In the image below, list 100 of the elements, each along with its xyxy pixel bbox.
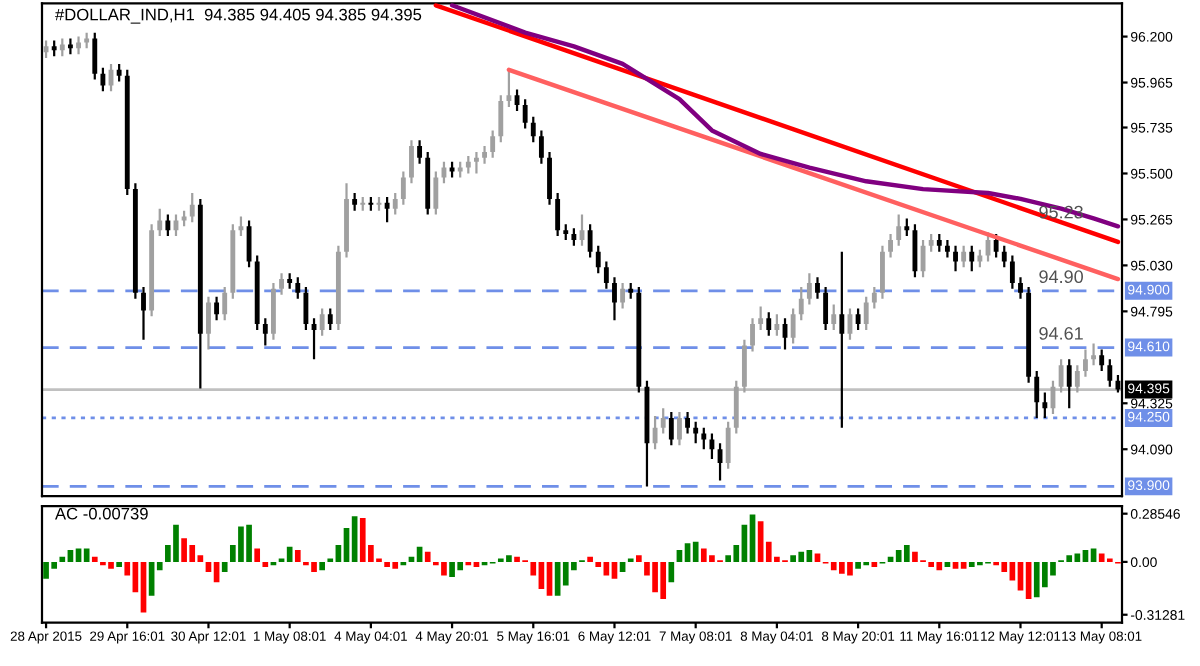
candlestick xyxy=(555,191,561,238)
bar xyxy=(43,561,49,579)
candlestick xyxy=(157,207,163,238)
candlestick xyxy=(1066,358,1072,410)
candlestick xyxy=(92,31,98,81)
bar xyxy=(652,561,658,593)
annotation: 94.90 xyxy=(1039,270,1083,284)
bar xyxy=(830,561,837,571)
candlestick xyxy=(392,191,398,216)
bar xyxy=(660,561,667,600)
bar xyxy=(319,561,325,571)
candlestick xyxy=(863,295,869,332)
bar xyxy=(668,561,675,583)
candlestick xyxy=(547,150,552,206)
bar xyxy=(441,561,447,576)
candlestick xyxy=(165,213,171,238)
bar xyxy=(968,561,975,567)
bar xyxy=(238,526,244,562)
candlestick xyxy=(758,305,764,332)
bar xyxy=(359,517,366,562)
bar xyxy=(286,546,293,562)
bar xyxy=(790,555,796,562)
candlestick xyxy=(498,94,504,144)
candlestick xyxy=(189,191,195,224)
bar xyxy=(221,561,228,573)
candlestick xyxy=(896,213,902,247)
candlestick xyxy=(270,281,276,341)
bar xyxy=(692,541,699,562)
chart-title: #DOLLAR_IND,H1 94.385 94.405 94.385 94.395 xyxy=(55,8,422,24)
candlestick xyxy=(668,410,674,447)
candlestick xyxy=(587,223,593,259)
bar xyxy=(294,550,301,562)
bar xyxy=(59,556,66,562)
candlestick xyxy=(620,281,626,310)
candlestick xyxy=(1058,358,1064,394)
bar xyxy=(506,555,512,562)
bar xyxy=(814,553,821,562)
candlestick xyxy=(660,407,666,435)
candlestick xyxy=(327,307,333,332)
candlestick xyxy=(969,244,975,273)
candlestick xyxy=(214,295,220,322)
bar xyxy=(855,561,861,569)
candlestick xyxy=(1091,342,1097,367)
candlestick xyxy=(815,276,820,300)
candlestick xyxy=(222,285,228,322)
candlestick xyxy=(295,276,301,300)
bar xyxy=(806,550,813,562)
bar xyxy=(912,551,918,562)
candlestick xyxy=(855,307,861,332)
candlestick xyxy=(993,232,999,259)
bar xyxy=(1001,561,1008,573)
bar xyxy=(108,561,114,569)
bar xyxy=(449,561,455,578)
candlestick xyxy=(831,303,837,332)
candlestick xyxy=(725,420,731,470)
candlestick xyxy=(482,144,487,165)
bar xyxy=(173,524,179,562)
annotation: 94.61 xyxy=(1039,327,1083,340)
candlestick xyxy=(1001,244,1007,269)
candlestick xyxy=(839,250,845,429)
candlestick xyxy=(303,285,309,332)
candlestick xyxy=(652,414,658,451)
candlestick xyxy=(912,223,918,279)
bar xyxy=(676,550,683,562)
candlestick xyxy=(409,139,414,185)
bar xyxy=(595,561,602,567)
bar xyxy=(903,545,910,562)
bar xyxy=(936,561,943,571)
candlestick xyxy=(733,379,739,435)
candlestick xyxy=(67,37,73,56)
candlestick xyxy=(685,410,690,435)
candlestick xyxy=(490,129,496,159)
candlestick xyxy=(953,244,958,273)
candlestick xyxy=(1009,254,1015,290)
candlestick xyxy=(750,317,755,353)
bar xyxy=(254,548,261,562)
candlestick xyxy=(888,232,894,259)
bar xyxy=(116,561,122,567)
candlestick xyxy=(766,311,772,337)
bar xyxy=(684,543,691,562)
bar xyxy=(952,561,959,569)
bar xyxy=(246,524,252,562)
bar xyxy=(384,561,390,567)
candlestick xyxy=(474,150,479,175)
bar xyxy=(311,561,317,573)
candlestick xyxy=(279,272,284,296)
bar xyxy=(847,561,853,576)
candlestick xyxy=(262,317,268,347)
candlestick xyxy=(530,115,536,144)
candlestick xyxy=(1074,364,1080,394)
bar xyxy=(424,551,431,562)
candlestick xyxy=(1083,348,1088,378)
bar xyxy=(1074,553,1081,562)
bar xyxy=(67,550,74,562)
bar xyxy=(700,548,707,562)
candlestick xyxy=(961,244,967,269)
candlestick xyxy=(506,68,512,109)
candlestick xyxy=(522,98,528,130)
candlestick xyxy=(417,139,423,165)
candlestick xyxy=(944,238,950,259)
